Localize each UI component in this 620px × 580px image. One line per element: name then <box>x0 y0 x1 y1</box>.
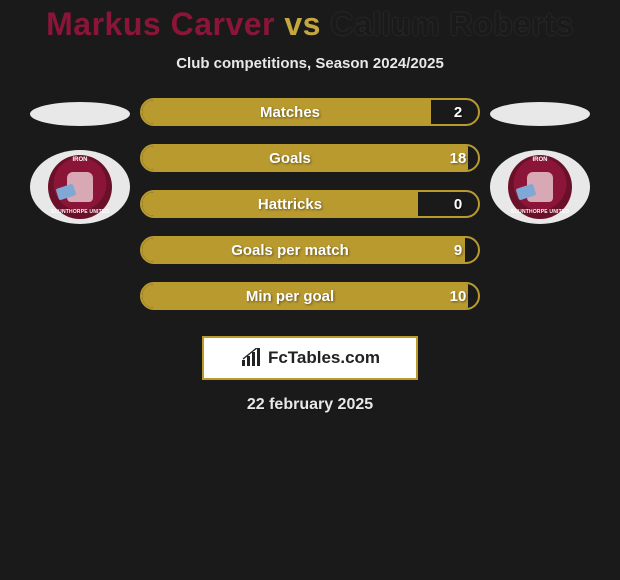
right-player-column: IRON SCUNTHORPE UNITED <box>480 98 600 224</box>
player2-club-badge: IRON SCUNTHORPE UNITED <box>490 150 590 224</box>
stat-label: Hattricks <box>142 196 438 213</box>
stat-row-goals: Goals 18 <box>140 144 480 172</box>
stat-value: 0 <box>438 196 478 213</box>
comparison-card: Markus Carver vs Callum Roberts Club com… <box>0 0 620 414</box>
stat-label: Min per goal <box>142 288 438 305</box>
subtitle: Club competitions, Season 2024/2025 <box>176 55 444 72</box>
stat-bars: Matches 2 Goals 18 Hattricks 0 Goals per… <box>140 98 480 310</box>
player2-name: Callum Roberts <box>330 6 573 42</box>
stats-area: IRON SCUNTHORPE UNITED Matches 2 Goals 1… <box>0 98 620 310</box>
stat-label: Goals <box>142 150 438 167</box>
stat-row-hattricks: Hattricks 0 <box>140 190 480 218</box>
fist-icon <box>527 172 553 202</box>
player2-avatar-placeholder <box>490 102 590 126</box>
badge-iron-text-right: IRON <box>508 157 572 163</box>
stat-value: 18 <box>438 150 478 167</box>
page-title: Markus Carver vs Callum Roberts <box>46 6 574 43</box>
vs-separator: vs <box>284 6 321 42</box>
club-crest-left: IRON SCUNTHORPE UNITED <box>48 155 112 219</box>
stat-label: Matches <box>142 104 438 121</box>
badge-club-text-right: SCUNTHORPE UNITED <box>508 209 572 215</box>
badge-iron-text-left: IRON <box>48 157 112 163</box>
club-crest-right: IRON SCUNTHORPE UNITED <box>508 155 572 219</box>
player1-club-badge: IRON SCUNTHORPE UNITED <box>30 150 130 224</box>
date-text: 22 february 2025 <box>247 396 373 414</box>
stat-row-matches: Matches 2 <box>140 98 480 126</box>
stat-value: 10 <box>438 288 478 305</box>
stat-row-goals-per-match: Goals per match 9 <box>140 236 480 264</box>
stat-value: 9 <box>438 242 478 259</box>
fist-icon <box>67 172 93 202</box>
left-player-column: IRON SCUNTHORPE UNITED <box>20 98 140 224</box>
player1-avatar-placeholder <box>30 102 130 126</box>
stat-value: 2 <box>438 104 478 121</box>
player1-name: Markus Carver <box>46 6 275 42</box>
brand-attribution: FcTables.com <box>202 336 418 380</box>
stat-label: Goals per match <box>142 242 438 259</box>
brand-text: FcTables.com <box>268 348 380 368</box>
stat-row-min-per-goal: Min per goal 10 <box>140 282 480 310</box>
badge-club-text-left: SCUNTHORPE UNITED <box>48 209 112 215</box>
chart-icon <box>240 348 264 368</box>
